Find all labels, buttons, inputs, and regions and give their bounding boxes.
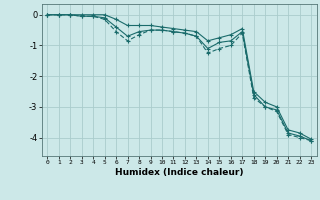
X-axis label: Humidex (Indice chaleur): Humidex (Indice chaleur) <box>115 168 244 177</box>
